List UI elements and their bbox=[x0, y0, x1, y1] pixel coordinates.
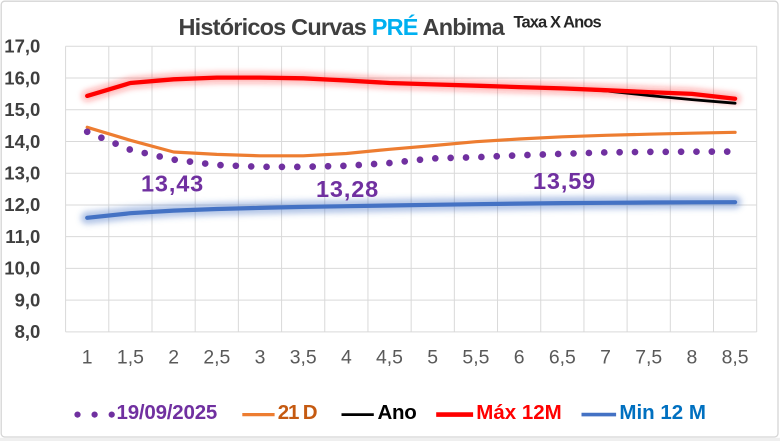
svg-text:9,0: 9,0 bbox=[15, 289, 41, 310]
svg-text:8: 8 bbox=[687, 347, 698, 369]
svg-text:3: 3 bbox=[255, 347, 266, 369]
svg-text:4: 4 bbox=[341, 347, 352, 369]
svg-text:Máx 12M: Máx 12M bbox=[476, 401, 561, 424]
svg-text:Taxa X Anos: Taxa X Anos bbox=[514, 14, 602, 32]
svg-text:10,0: 10,0 bbox=[4, 258, 40, 279]
svg-text:13,0: 13,0 bbox=[4, 163, 40, 184]
svg-text:11,0: 11,0 bbox=[5, 226, 40, 247]
svg-text:3,5: 3,5 bbox=[290, 347, 317, 369]
svg-text:1: 1 bbox=[82, 347, 93, 369]
svg-text:1,5: 1,5 bbox=[117, 347, 144, 369]
svg-text:5: 5 bbox=[427, 347, 438, 369]
svg-text:13,59: 13,59 bbox=[533, 168, 596, 194]
svg-text:4,5: 4,5 bbox=[376, 347, 403, 369]
svg-text:6: 6 bbox=[514, 347, 525, 369]
svg-text:14,0: 14,0 bbox=[4, 131, 40, 152]
svg-text:12,0: 12,0 bbox=[4, 194, 40, 215]
svg-text:13,43: 13,43 bbox=[141, 171, 204, 197]
svg-text:21 D: 21 D bbox=[278, 401, 317, 424]
svg-text:8,5: 8,5 bbox=[722, 347, 749, 369]
svg-text:6,5: 6,5 bbox=[549, 347, 576, 369]
svg-text:8,0: 8,0 bbox=[15, 321, 41, 342]
svg-text:13,28: 13,28 bbox=[316, 176, 379, 202]
svg-text:15,0: 15,0 bbox=[4, 99, 40, 120]
svg-text:Ano: Ano bbox=[378, 401, 417, 424]
svg-text:7: 7 bbox=[600, 347, 611, 369]
svg-text:2,5: 2,5 bbox=[203, 347, 230, 369]
svg-text:Min 12 M: Min 12 M bbox=[619, 401, 706, 424]
svg-text:7,5: 7,5 bbox=[635, 347, 662, 369]
svg-text:5,5: 5,5 bbox=[462, 347, 489, 369]
svg-text:2: 2 bbox=[168, 347, 179, 369]
svg-text:19/09/2025: 19/09/2025 bbox=[117, 401, 218, 424]
svg-text:17,0: 17,0 bbox=[4, 36, 40, 57]
svg-text:Históricos Curvas PRÉ Anbima: Históricos Curvas PRÉ Anbima bbox=[179, 13, 506, 40]
svg-text:16,0: 16,0 bbox=[4, 67, 40, 88]
